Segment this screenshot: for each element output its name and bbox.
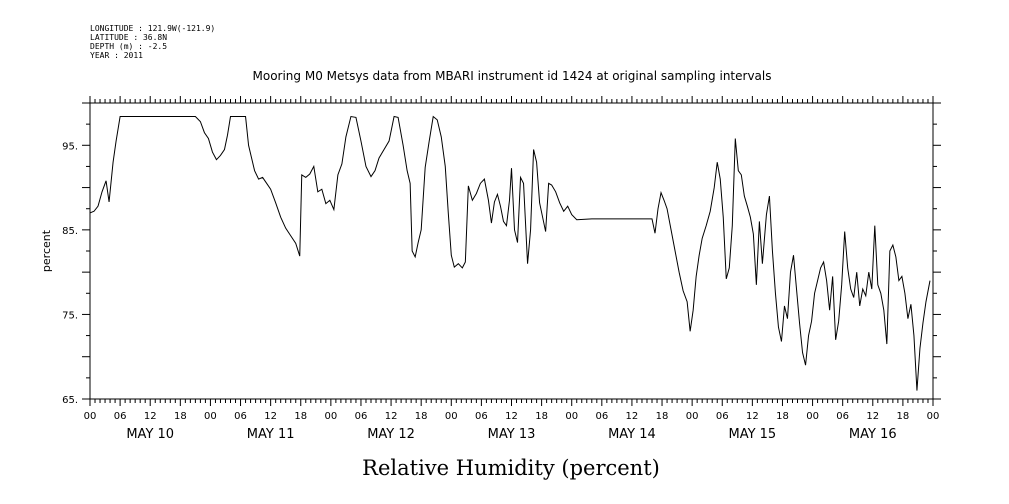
x-tick-label: 12 — [866, 411, 879, 422]
x-tick-label: 00 — [84, 411, 97, 422]
x-tick-label: 06 — [114, 411, 127, 422]
x-tick-label: 06 — [355, 411, 368, 422]
x-tick-label: 18 — [294, 411, 307, 422]
day-label: MAY 13 — [488, 427, 536, 442]
x-tick-label: 12 — [626, 411, 639, 422]
x-tick-label: 00 — [686, 411, 699, 422]
x-axis-label: Relative Humidity (percent) — [362, 456, 660, 480]
y-tick-label: 75. — [62, 310, 78, 321]
tick-marks — [82, 96, 941, 406]
x-tick-label: 00 — [445, 411, 458, 422]
x-tick-labels: 00 06 12 18 00 06 12 18 00 06 12 18 00 06 12 18 00 06 12 18… — [84, 411, 940, 422]
x-tick-label: 06 — [716, 411, 729, 422]
x-tick-label: 18 — [174, 411, 187, 422]
day-label: MAY 14 — [608, 427, 656, 442]
longitude-text: LONGITUDE : 121.9W(-121.9) — [90, 24, 215, 33]
x-tick-label: 06 — [595, 411, 608, 422]
chart-title: Mooring M0 Metsys data from MBARI instru… — [253, 69, 772, 83]
x-tick-label: 18 — [776, 411, 789, 422]
metadata-block: LONGITUDE : 121.9W(-121.9) LATITUDE : 36… — [90, 24, 215, 60]
x-tick-label: 12 — [385, 411, 398, 422]
x-tick-label: 12 — [144, 411, 157, 422]
x-tick-label: 18 — [535, 411, 548, 422]
x-tick-label: 00 — [565, 411, 578, 422]
x-tick-label: 18 — [897, 411, 910, 422]
y-axis-label: percent — [40, 229, 53, 272]
x-tick-label: 12 — [264, 411, 277, 422]
x-tick-label: 18 — [656, 411, 669, 422]
y-tick-label: 95. — [62, 141, 78, 152]
day-labels: MAY 10 MAY 11 MAY 12 MAY 13 MAY 14 MAY 15 MAY … — [126, 427, 896, 442]
x-tick-label: 00 — [806, 411, 819, 422]
humidity-series-line — [89, 115, 931, 391]
day-label: MAY 15 — [728, 427, 776, 442]
x-tick-label: 00 — [204, 411, 217, 422]
x-tick-label: 00 — [324, 411, 337, 422]
x-tick-label: 06 — [234, 411, 247, 422]
y-tick-label: 85. — [62, 226, 78, 237]
day-label: MAY 16 — [849, 427, 897, 442]
x-tick-label: 06 — [836, 411, 849, 422]
x-tick-label: 18 — [415, 411, 428, 422]
day-label: MAY 11 — [247, 427, 295, 442]
y-tick-label: 65. — [62, 395, 78, 406]
x-tick-label: 06 — [475, 411, 488, 422]
depth-text: DEPTH (m) : -2.5 — [90, 42, 167, 51]
x-tick-label: 00 — [927, 411, 940, 422]
x-tick-label: 12 — [746, 411, 759, 422]
day-label: MAY 12 — [367, 427, 415, 442]
latitude-text: LATITUDE : 36.8N — [90, 33, 167, 42]
x-tick-label: 12 — [505, 411, 518, 422]
y-tick-labels: 95. 85. 75. 65. — [62, 141, 78, 406]
year-text: YEAR : 2011 — [90, 51, 143, 60]
day-label: MAY 10 — [126, 427, 174, 442]
